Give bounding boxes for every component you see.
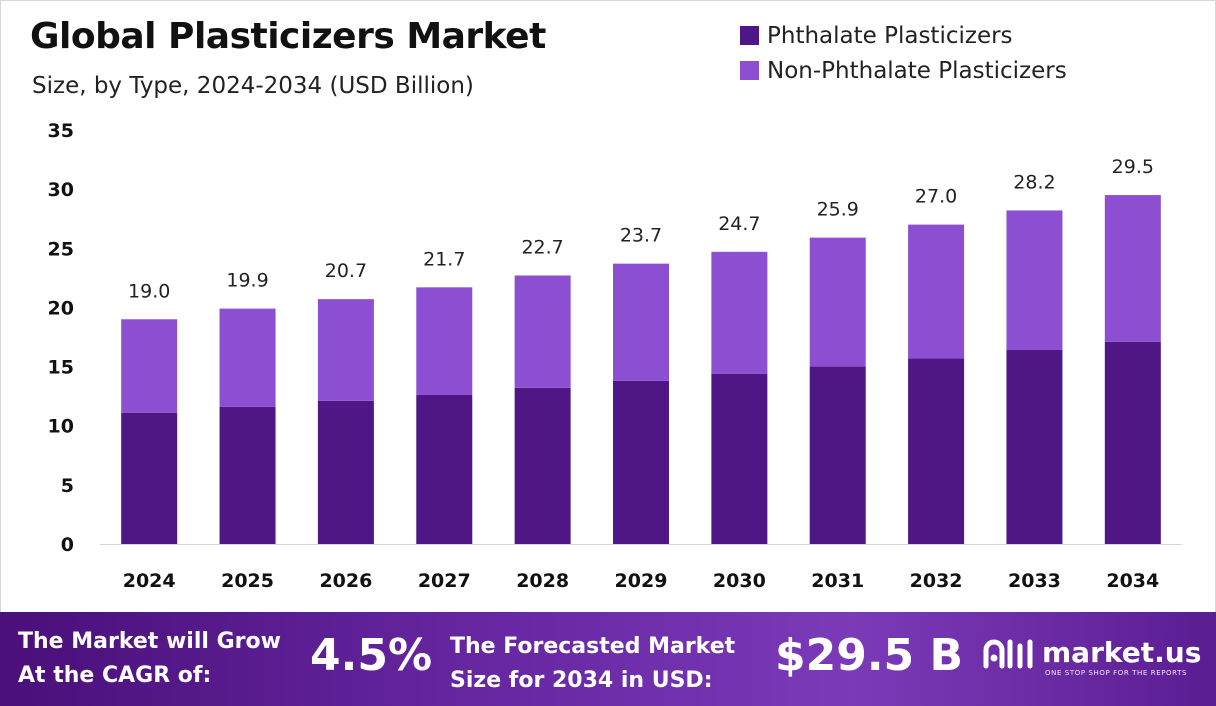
- brand-name: market.us: [1042, 636, 1202, 669]
- bar-non-phthalate-2028: [514, 275, 571, 388]
- x-axis: 2024 2025 2026 2027 2028 2029 2030 2031 2032 2033…: [123, 570, 1160, 592]
- bar-non-phthalate-2034: [1104, 195, 1161, 342]
- total-label-2032: 27.0: [915, 186, 957, 208]
- x-tick-label-2034: 2034: [1106, 570, 1159, 592]
- bar-phthalate-2033: [1006, 350, 1063, 544]
- total-label-2031: 25.9: [817, 199, 859, 221]
- x-tick-label-2031: 2031: [811, 570, 864, 592]
- x-tick-label-2024: 2024: [123, 570, 176, 592]
- x-tick-label-2029: 2029: [615, 570, 668, 592]
- y-tick-label-30: 30: [48, 179, 74, 201]
- cagr-label: The Market will Grow At the CAGR of:: [18, 625, 281, 693]
- x-tick-label-2030: 2030: [713, 570, 766, 592]
- bar-non-phthalate-2032: [908, 224, 965, 359]
- bar-phthalate-2031: [809, 366, 866, 544]
- y-tick-label-0: 0: [61, 534, 74, 556]
- bar-phthalate-2025: [219, 406, 276, 544]
- cagr-label-line1: The Market will Grow: [18, 629, 281, 654]
- total-label-2033: 28.2: [1013, 171, 1055, 193]
- total-label-2034: 29.5: [1112, 156, 1154, 178]
- x-tick-label-2025: 2025: [221, 570, 274, 592]
- legend: Phthalate Plasticizers Non-Phthalate Pla…: [740, 18, 1067, 88]
- bar-phthalate-2032: [908, 358, 965, 544]
- legend-item-non-phthalate: Non-Phthalate Plasticizers: [740, 53, 1067, 88]
- x-tick-label-2026: 2026: [319, 570, 372, 592]
- x-tick-label-2027: 2027: [418, 570, 471, 592]
- cagr-value: 4.5%: [310, 630, 433, 681]
- bar-non-phthalate-2027: [416, 287, 473, 395]
- brand-tagline: ONE STOP SHOP FOR THE REPORTS: [1045, 669, 1188, 677]
- total-label-2024: 19.0: [128, 280, 170, 302]
- bar-non-phthalate-2024: [121, 319, 178, 413]
- cagr-label-line2: At the CAGR of:: [18, 663, 212, 688]
- total-label-2027: 21.7: [423, 248, 465, 270]
- bar-non-phthalate-2026: [317, 299, 374, 401]
- chart-subtitle: Size, by Type, 2024-2034 (USD Billion): [32, 73, 474, 99]
- bars: 19.0 19.9 20.7 21.7 22.7 23.7 24.7 25.9 27.0 28.2…: [121, 156, 1161, 544]
- legend-swatch-phthalate: [740, 26, 759, 45]
- legend-swatch-non-phthalate: [740, 61, 759, 80]
- x-tick-label-2032: 2032: [910, 570, 963, 592]
- y-tick-label-15: 15: [48, 357, 74, 379]
- total-label-2028: 22.7: [521, 236, 563, 258]
- forecast-value: $29.5 B: [775, 630, 964, 681]
- x-tick-label-2033: 2033: [1008, 570, 1061, 592]
- bar-non-phthalate-2025: [219, 308, 276, 407]
- bar-non-phthalate-2030: [711, 251, 768, 374]
- y-axis: 0 5 10 15 20 25 30 35: [48, 120, 74, 556]
- total-label-2025: 19.9: [226, 270, 268, 292]
- forecast-label-line2: Size for 2034 in USD:: [450, 668, 713, 693]
- y-tick-label-20: 20: [48, 297, 74, 319]
- total-label-2026: 20.7: [325, 260, 367, 282]
- y-tick-label-5: 5: [61, 475, 74, 497]
- bar-phthalate-2029: [613, 380, 669, 544]
- footer-banner: The Market will Grow At the CAGR of: 4.5…: [0, 612, 1216, 706]
- bar-non-phthalate-2029: [613, 263, 669, 381]
- chart-title: Global Plasticizers Market: [30, 16, 546, 57]
- bar-non-phthalate-2031: [809, 237, 866, 367]
- legend-item-phthalate: Phthalate Plasticizers: [740, 18, 1067, 53]
- x-tick-label-2028: 2028: [516, 570, 569, 592]
- forecast-label: The Forecasted Market Size for 2034 in U…: [450, 630, 735, 698]
- bar-phthalate-2026: [317, 400, 374, 544]
- y-tick-label-10: 10: [48, 416, 74, 438]
- bar-phthalate-2024: [121, 412, 178, 544]
- forecast-label-line1: The Forecasted Market: [450, 634, 736, 659]
- bar-phthalate-2030: [711, 373, 768, 544]
- total-label-2029: 23.7: [620, 225, 662, 247]
- bar-phthalate-2028: [514, 387, 571, 544]
- market-us-logo-icon: [983, 639, 1033, 669]
- brand-logo: market.us: [982, 636, 1201, 670]
- legend-label-non-phthalate: Non-Phthalate Plasticizers: [767, 57, 1067, 84]
- legend-label-phthalate: Phthalate Plasticizers: [767, 22, 1013, 49]
- bar-non-phthalate-2033: [1006, 210, 1063, 351]
- bar-phthalate-2034: [1104, 341, 1161, 544]
- bar-phthalate-2027: [416, 394, 473, 544]
- y-tick-label-25: 25: [48, 238, 74, 260]
- y-tick-label-35: 35: [48, 120, 74, 142]
- total-label-2030: 24.7: [718, 213, 760, 235]
